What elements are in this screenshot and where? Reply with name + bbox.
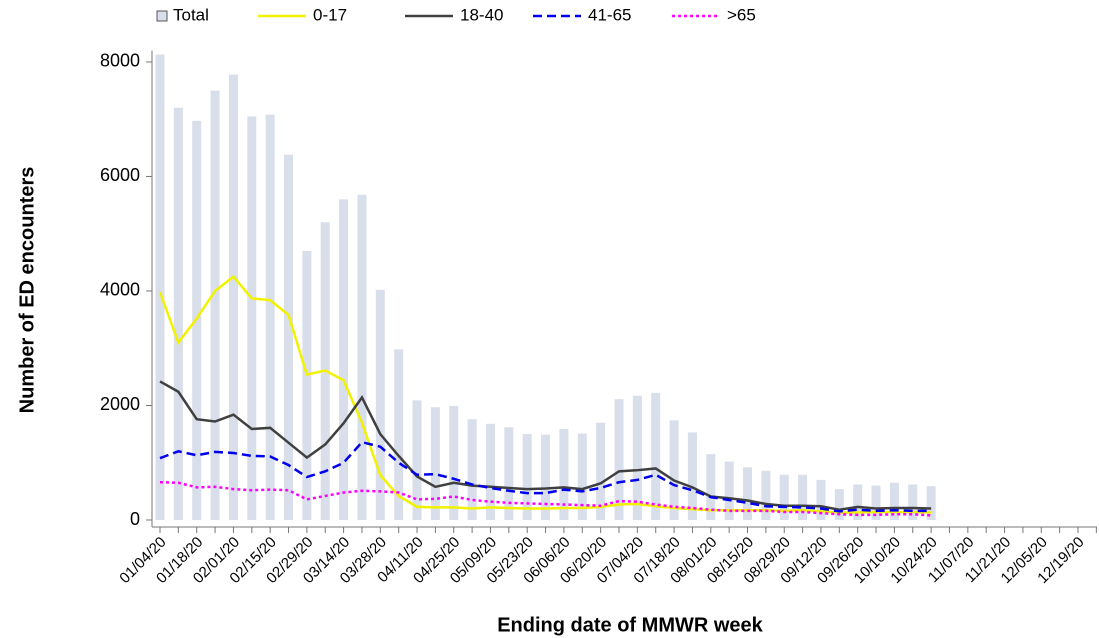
bar <box>467 419 477 520</box>
line <box>159 380 932 511</box>
bar <box>449 406 459 520</box>
y-tick-label: 0 <box>130 509 140 529</box>
bar <box>155 54 165 520</box>
legend-label: Total <box>173 5 209 24</box>
bar <box>430 407 440 520</box>
bar <box>779 474 789 520</box>
y-tick-label: 2000 <box>100 394 140 414</box>
line <box>158 274 932 514</box>
line <box>159 480 932 517</box>
bar <box>247 116 257 520</box>
bar <box>375 289 385 520</box>
bar <box>908 484 918 520</box>
line <box>159 440 932 513</box>
y-tick-label: 4000 <box>100 280 140 300</box>
bar <box>834 489 844 520</box>
y-tick-label: 8000 <box>100 51 140 71</box>
bar <box>816 479 826 520</box>
bar <box>339 199 349 521</box>
bar <box>614 399 624 520</box>
bar <box>173 107 183 520</box>
bar <box>541 434 551 520</box>
bar <box>632 395 642 520</box>
bar <box>485 423 495 520</box>
bar <box>228 74 238 521</box>
bar <box>504 427 514 520</box>
legend-label: 0-17 <box>313 5 347 24</box>
bar <box>284 154 294 520</box>
bar <box>743 467 753 520</box>
y-axis-title: Number of ED encounters <box>16 167 38 414</box>
bar <box>357 194 367 520</box>
bar <box>302 250 312 520</box>
legend-swatch <box>156 10 168 22</box>
bar <box>394 349 404 520</box>
legend-label: 41-65 <box>588 5 631 24</box>
bar <box>522 434 532 520</box>
bar <box>210 90 220 520</box>
legend-label: 18-40 <box>460 5 503 24</box>
bar <box>559 428 569 520</box>
bar <box>412 400 422 520</box>
bar <box>724 461 734 520</box>
bar <box>798 474 808 520</box>
bar <box>596 422 606 520</box>
bar <box>706 454 716 520</box>
bar <box>669 420 679 520</box>
legend-label: >65 <box>727 5 756 24</box>
bar <box>265 114 275 520</box>
bar <box>687 432 697 520</box>
bar <box>761 470 771 520</box>
bar <box>889 482 899 520</box>
bar <box>651 392 661 520</box>
bar <box>926 486 936 520</box>
x-axis-title: Ending date of MMWR week <box>497 614 763 636</box>
bar <box>577 433 587 520</box>
y-tick-label: 6000 <box>100 165 140 185</box>
bar <box>871 485 881 520</box>
bar <box>853 484 863 520</box>
